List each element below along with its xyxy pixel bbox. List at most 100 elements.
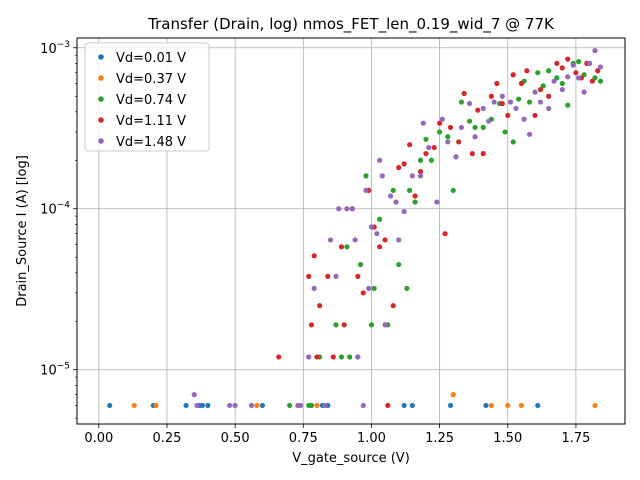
data-point	[417, 169, 424, 175]
legend-label: Vd=1.48 V	[116, 135, 186, 150]
data-point	[366, 285, 372, 291]
legend-label: Vd=0.01 V	[116, 51, 186, 66]
data-point	[456, 139, 462, 145]
y-tick-label: 10−5	[40, 362, 70, 379]
legend-marker	[98, 138, 104, 144]
data-point	[344, 206, 350, 212]
data-point	[581, 89, 587, 95]
data-point	[314, 402, 320, 409]
data-point	[254, 402, 260, 409]
x-tick-label: 0.50	[221, 431, 250, 446]
legend-label: Vd=0.37 V	[116, 72, 186, 87]
data-point	[475, 107, 481, 113]
data-point	[526, 99, 533, 105]
data-point	[488, 402, 495, 409]
data-point	[360, 402, 366, 409]
data-point	[507, 99, 514, 105]
data-point	[445, 139, 451, 145]
data-point	[597, 78, 604, 84]
data-point	[409, 402, 415, 409]
data-point	[461, 90, 467, 97]
data-point	[565, 102, 571, 108]
data-point	[311, 253, 317, 259]
data-point	[248, 402, 255, 409]
data-point	[428, 157, 435, 163]
data-point	[404, 285, 410, 291]
data-point	[437, 120, 443, 126]
data-point	[232, 402, 238, 409]
data-point	[535, 70, 541, 76]
data-point	[396, 165, 402, 171]
data-point	[516, 96, 522, 102]
data-point	[322, 402, 328, 409]
data-point	[502, 129, 508, 135]
data-point	[437, 129, 443, 135]
data-point	[401, 402, 407, 409]
data-point	[374, 231, 380, 237]
data-point	[330, 354, 336, 360]
data-point	[559, 86, 565, 93]
data-point	[434, 199, 440, 205]
data-point	[510, 139, 516, 145]
data-point	[537, 99, 544, 105]
data-point	[554, 60, 560, 66]
data-point	[420, 120, 426, 126]
data-point	[336, 206, 342, 212]
data-point	[341, 322, 347, 328]
data-point	[565, 56, 571, 62]
data-point	[423, 136, 429, 142]
x-tick-label: 0.75	[289, 431, 318, 446]
data-point	[494, 80, 500, 87]
data-point	[360, 290, 366, 296]
data-point	[565, 74, 571, 80]
data-point	[499, 93, 505, 99]
data-point	[573, 70, 579, 76]
chart-title: Transfer (Drain, log) nmos_FET_len_0.19_…	[147, 15, 555, 34]
data-point	[333, 273, 339, 279]
data-point	[327, 237, 334, 243]
data-point	[488, 93, 495, 99]
plot-frame	[76, 37, 626, 425]
data-point	[368, 224, 375, 230]
data-point	[382, 322, 388, 328]
data-point	[431, 144, 437, 151]
legend-marker	[98, 117, 104, 123]
series-vd-0-37-v	[131, 392, 598, 409]
data-point	[368, 322, 375, 328]
data-point	[466, 118, 473, 124]
data-point	[401, 208, 407, 215]
data-point	[447, 124, 454, 131]
data-point	[417, 157, 424, 163]
data-point	[387, 193, 394, 199]
data-point	[510, 72, 516, 78]
data-point	[205, 402, 211, 409]
data-point	[412, 193, 418, 199]
data-point	[390, 187, 396, 194]
y-axis-label: Drain_Source I (A) [log]	[15, 155, 30, 307]
data-point	[469, 151, 475, 157]
legend-marker	[98, 75, 104, 81]
data-point	[194, 402, 200, 409]
data-point	[491, 99, 497, 105]
data-point	[592, 402, 598, 409]
data-point	[466, 100, 473, 107]
data-point	[259, 402, 265, 409]
data-point	[458, 99, 465, 105]
legend-marker	[98, 96, 104, 102]
data-point	[426, 144, 432, 151]
data-point	[382, 237, 388, 243]
data-point	[338, 244, 345, 250]
data-point	[589, 78, 595, 84]
legend-marker	[98, 54, 104, 60]
data-point	[532, 112, 538, 119]
x-axis-label: V_gate_source (V)	[292, 451, 410, 466]
data-point	[518, 80, 524, 87]
data-point	[472, 124, 478, 131]
data-point	[276, 354, 282, 360]
data-point	[526, 131, 533, 137]
series-vd-1-48-v	[191, 48, 604, 409]
data-point	[442, 231, 448, 237]
data-point	[551, 78, 557, 84]
data-point	[458, 124, 465, 131]
y-axis-ticks: 10−5 10−4 10−3	[40, 40, 77, 419]
